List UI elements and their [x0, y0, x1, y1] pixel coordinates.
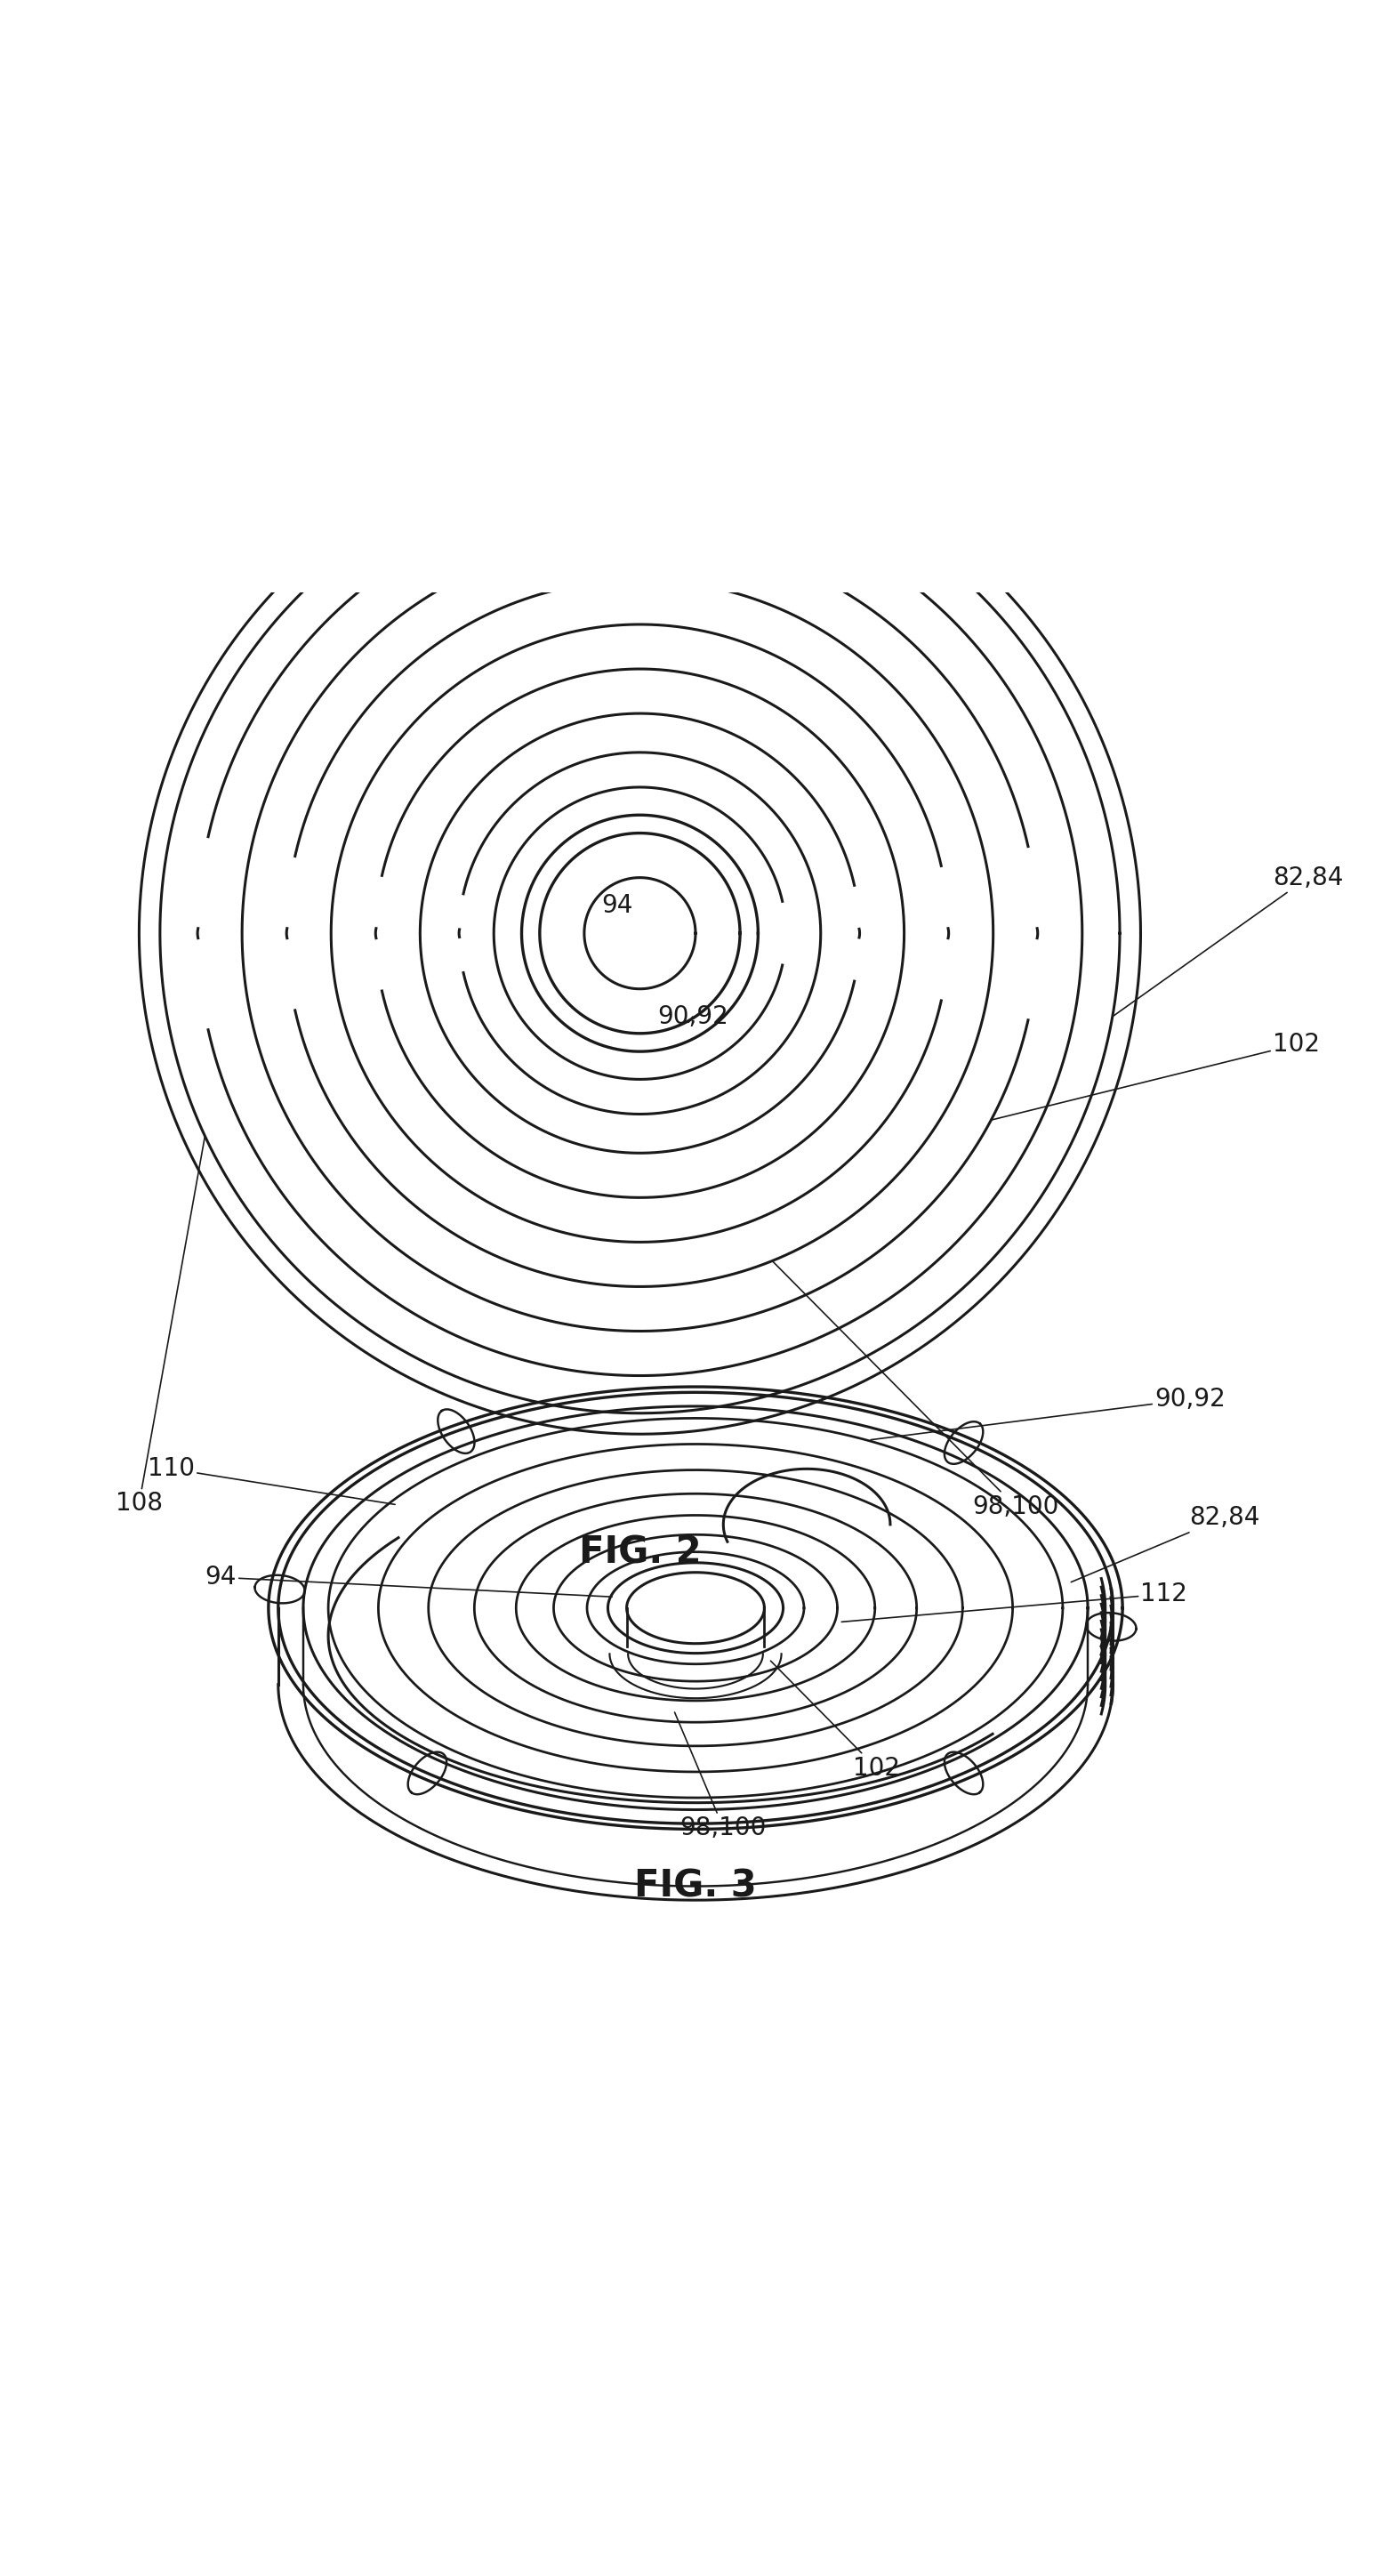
Text: 98,100: 98,100 [675, 1713, 766, 1839]
Text: 90,92: 90,92 [871, 1386, 1225, 1440]
Text: 102: 102 [771, 1662, 900, 1780]
Text: 82,84: 82,84 [1113, 866, 1344, 1018]
Text: 110: 110 [147, 1455, 395, 1504]
Text: 102: 102 [992, 1033, 1320, 1121]
Text: 82,84: 82,84 [1071, 1504, 1260, 1582]
Text: 112: 112 [842, 1582, 1188, 1623]
Text: 94: 94 [204, 1564, 612, 1597]
Text: FIG. 2: FIG. 2 [579, 1533, 701, 1571]
Text: 90,92: 90,92 [658, 1005, 727, 1030]
Text: 94: 94 [602, 894, 633, 917]
Text: 98,100: 98,100 [772, 1260, 1059, 1520]
Text: 108: 108 [115, 1136, 204, 1517]
Text: FIG. 3: FIG. 3 [634, 1868, 757, 1904]
